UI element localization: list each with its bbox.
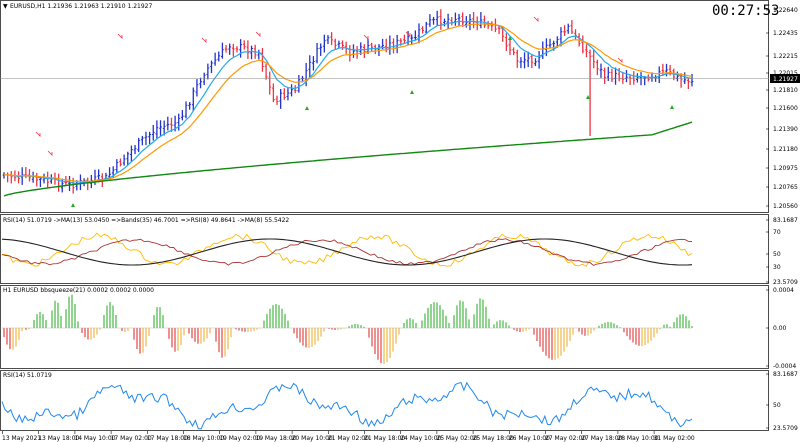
dropdown-icon[interactable]: ▼	[3, 3, 8, 10]
rsi-line	[1, 381, 693, 430]
scale-label: 50	[773, 402, 781, 409]
moving-averages	[3, 20, 693, 197]
sell-arrow-icon	[201, 37, 207, 43]
price-label: 1.20765	[773, 184, 798, 191]
scale-label: 83.1687	[773, 217, 798, 224]
price-label: 1.21180	[773, 146, 798, 153]
scale-label: 83.1687	[773, 371, 798, 378]
sell-arrow-icon	[405, 31, 411, 37]
buy-arrow-icon	[410, 90, 414, 94]
scale-label: 30	[773, 264, 781, 271]
rsi-value-line	[1, 381, 693, 430]
symbol-label: EURUSD,H1 1.21936 1.21963 1.21910 1.2192…	[10, 3, 152, 10]
sell-arrow-icon	[35, 131, 41, 137]
time-label: 14 May 10:00	[74, 435, 115, 442]
price-label: 1.21600	[773, 105, 798, 112]
scale-label: 0.0004	[773, 287, 794, 294]
rsi-label: RSI(14) 51.0719	[3, 372, 52, 379]
price-label: 1.22015	[773, 70, 798, 77]
sell-arrow-icon	[47, 150, 53, 156]
ma-long-line	[3, 121, 693, 197]
time-label: 17 May 18:00	[147, 435, 188, 442]
time-label: 26 May 10:00	[509, 435, 550, 442]
sell-arrow-icon	[117, 33, 123, 39]
time-label: 19 May 02:00	[219, 435, 260, 442]
candle-timer: 00:27:53	[712, 3, 779, 19]
rsi-bands-label: RSI(14) 51.0719 ->MA(13) 53.0450 =>Bands…	[3, 217, 289, 224]
price-label: 1.22640	[773, 7, 798, 14]
scale-label: 50	[773, 251, 781, 258]
ma-slow-line	[4, 23, 693, 183]
rsi-scale: 83.1687 50 23.5709	[766, 371, 798, 432]
bbsqueeze-histogram	[0, 294, 693, 364]
time-label: 18 May 10:00	[183, 435, 224, 442]
buy-arrow-icon	[586, 95, 590, 99]
time-label: 19 May 18:00	[255, 435, 296, 442]
price-bars	[2, 9, 694, 194]
bbsqueeze-scale: 0.0004 0.00 -0.0004	[766, 287, 796, 370]
time-label: 25 May 18:00	[473, 435, 514, 442]
sell-arrow-icon	[255, 31, 261, 37]
price-label: 1.22435	[773, 30, 798, 37]
price-label: 1.22215	[773, 53, 798, 60]
time-label: 13 May 18:00	[38, 435, 79, 442]
main-price-panel[interactable]	[0, 0, 769, 213]
rsi-ma-line	[1, 238, 693, 266]
sell-arrow-icon	[533, 16, 539, 22]
time-label: 13 May 2021	[2, 435, 41, 442]
time-label: 24 May 10:00	[400, 435, 441, 442]
buy-arrow-icon	[670, 105, 674, 109]
time-label: 31 May 02:00	[654, 435, 695, 442]
sell-arrow-icon	[363, 34, 369, 40]
rsi-panel[interactable]	[0, 370, 769, 431]
time-label: 27 May 18:00	[581, 435, 622, 442]
scale-label: 23.5709	[773, 279, 798, 286]
last-price-label: 1.21927	[773, 76, 798, 83]
buy-arrow-icon	[508, 36, 512, 40]
scale-label: 0.00	[773, 325, 787, 332]
rsi-bands-lines	[1, 232, 693, 267]
last-price-box	[770, 74, 800, 83]
price-label: 1.20560	[773, 203, 798, 210]
price-label: 1.20975	[773, 165, 798, 172]
price-axis: 1.22640 1.22435 1.22215 1.22015 1.21810 1.216…	[766, 7, 798, 210]
scale-label: 23.5709	[773, 425, 798, 432]
time-label: 17 May 02:00	[111, 435, 152, 442]
time-label: 21 May 18:00	[364, 435, 405, 442]
rsi-bands-scale: 83.1687 70 50 30 23.5709	[766, 217, 798, 286]
scale-label: -0.0004	[773, 363, 796, 370]
time-label: 25 May 02:00	[436, 435, 477, 442]
rsi-fast-line	[1, 232, 693, 267]
scale-label: 70	[773, 229, 781, 236]
buy-arrow-icon	[305, 106, 309, 110]
price-label: 1.21390	[773, 126, 798, 133]
signal-arrows	[35, 16, 674, 207]
bands-line	[1, 238, 693, 266]
sell-arrow-icon	[617, 57, 623, 63]
buy-arrow-icon	[71, 203, 75, 207]
time-label: 21 May 02:00	[328, 435, 369, 442]
time-label: 20 May 10:00	[292, 435, 333, 442]
bbsqueeze-label: H1 EURUSD bbsqueeze(21) 0.0002 0.0002 0.…	[3, 287, 154, 294]
time-label: 28 May 10:00	[617, 435, 658, 442]
time-label: 27 May 02:00	[545, 435, 586, 442]
price-label: 1.21810	[773, 87, 798, 94]
ma-fast-line	[3, 20, 693, 184]
rsi-bands-panel[interactable]	[0, 214, 769, 284]
